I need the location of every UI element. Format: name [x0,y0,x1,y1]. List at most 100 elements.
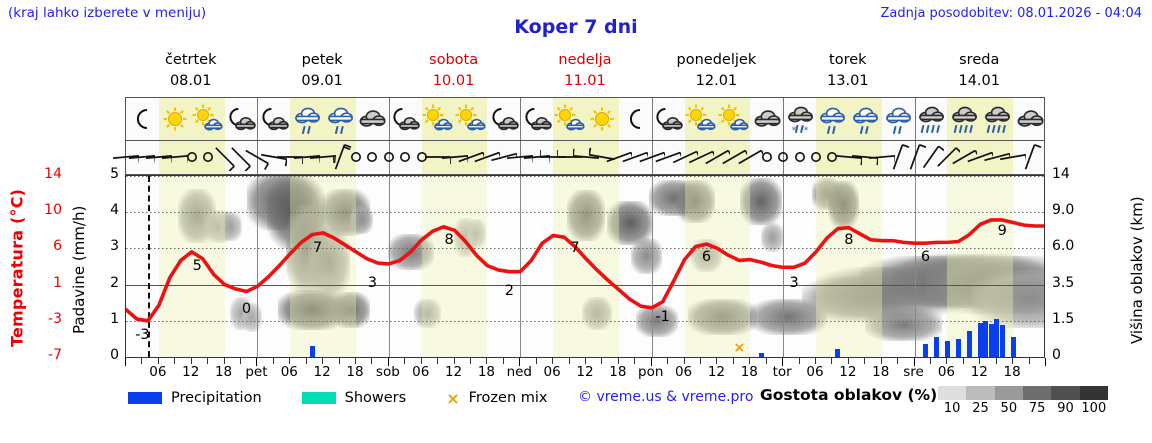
wind-barb [343,143,369,175]
wind-barb [770,143,796,175]
wind-barb [572,143,600,175]
precipitation-bar [944,340,950,357]
x-axis-label: sob [375,364,400,380]
wind-barb [228,143,254,175]
temperature-axis-title: Temperatura (°C) [7,188,27,347]
precipitation-bar [835,349,841,357]
x-axis-label: 18 [609,364,627,380]
x-axis-tick [437,358,439,364]
cloud-blob [676,179,715,224]
wind-barb [327,143,353,175]
weather-icon-sun-cloud [715,101,753,139]
temperature-value-label: 9 [997,223,1007,240]
x-axis-label: 12 [970,364,988,380]
cloud-blob [636,304,679,338]
x-axis-tick [256,358,258,366]
x-axis-label: ned [506,364,532,380]
wind-barb [819,143,845,175]
now-marker-line [147,176,150,357]
x-axis-label: 12 [182,364,200,380]
temperature-tick-label: 1 [53,274,62,291]
cloud-height-tick-label: 9.0 [1052,202,1075,219]
temperature-value-label: 8 [444,231,454,248]
day-header-5: ponedeljek 12.01 [651,50,782,96]
wind-barbs-panel [112,141,1045,175]
cloud-blob [413,299,441,329]
x-axis-tick [880,358,882,364]
day-header-6: torek 13.01 [782,50,913,96]
weather-icon-moon-cloud [255,101,293,139]
page-title: Koper 7 dni [514,16,638,38]
x-axis-tick [272,358,274,364]
precipitation-bar [1010,337,1016,357]
weather-icon-cloud [353,101,391,139]
wind-barb [918,143,945,175]
daylight-band [816,176,882,357]
weather-icon-cloud-rain [978,101,1016,139]
h-gridline [126,176,1044,177]
cloud-blob [828,181,859,229]
x-axis-tick [864,358,866,364]
copyright-text[interactable]: © vreme.us & vreme.pro [578,389,754,405]
x-axis-tick [962,358,964,364]
temperature-value-label: 3 [789,274,799,291]
cloud-density-tick-labels: 10 25 50 75 90 100 [938,401,1118,417]
daylight-band [684,176,751,357]
precipitation-bar [923,344,929,357]
cloud-blob [688,299,758,336]
wind-barb [885,143,911,175]
density-swatch [1079,386,1108,400]
day-header-4: nedelja 11.01 [519,50,650,96]
temperature-tick-label: 6 [53,238,62,255]
x-axis-tick [502,358,504,364]
v-gridline [520,176,522,357]
density-tick-label: 25 [972,401,989,416]
weather-icon-cloud [1011,101,1049,139]
x-axis-tick [404,358,406,364]
legend: Precipitation Showers × Frozen mix [128,388,547,408]
x-axis-tick [782,358,784,366]
day-header-7: sreda 14.01 [914,50,1045,96]
x-axis-label: 12 [707,364,726,380]
x-axis-tick [847,358,849,364]
day-separator [388,98,390,140]
x-axis-tick [634,358,636,364]
x-axis-label: 12 [444,364,463,380]
weather-icons-panel: * * [125,97,1045,141]
svg-text:*: * [803,126,808,136]
x-axis-tick [552,358,554,364]
cloud-height-axis-title: Višina oblakov (km) [1128,196,1146,344]
x-axis-tick [815,358,816,364]
wind-barb [803,143,829,175]
weather-icon-moon-cloud [518,101,556,139]
wind-barb [179,143,205,175]
daylight-band [421,176,488,357]
x-axis-label: 18 [214,364,233,380]
frozen-mix-legend-label: Frozen mix [468,390,548,406]
x-axis-label: 12 [313,364,331,380]
weather-icon-cloud-drizzle [813,101,851,139]
x-axis-labels: 06 12 18 pet 06 12 18 sob 06 12 18 ned 06 12 18 pon 06 12… [125,364,1045,382]
day-separator [388,141,390,174]
day-separator [783,98,785,140]
day-name: torek [829,52,867,68]
x-axis-tick [683,358,685,364]
precipitation-bar [983,320,989,357]
x-axis-tick [470,358,471,364]
wind-barb [787,143,813,175]
x-axis-label: 06 [280,364,298,380]
x-axis-tick [519,358,521,366]
wind-barb [392,143,418,175]
x-axis-tick [371,358,373,364]
weather-icon-moon [123,101,161,139]
weather-icon-cloud-drizzle [288,101,326,139]
weather-icon-sun [156,101,194,139]
x-axis-tick [700,358,701,364]
svg-text:*: * [791,126,796,136]
precipitation-bar [994,318,1000,357]
x-axis-tick [667,358,669,364]
x-axis-tick [289,358,291,364]
location-menu-note[interactable]: (kraj lahko izberete v meniju) [8,5,207,21]
x-axis-tick [174,358,176,364]
precipitation-bar [309,346,315,357]
